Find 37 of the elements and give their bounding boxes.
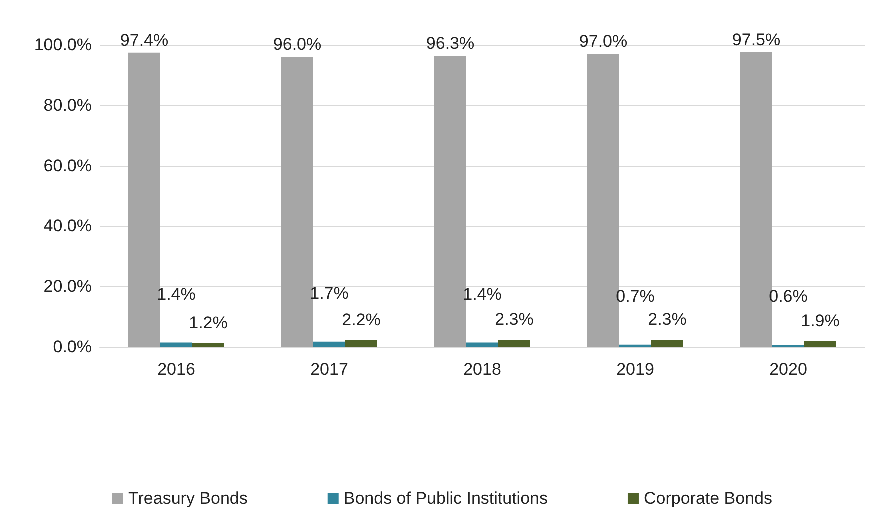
data-label: 1.7% (310, 284, 349, 303)
data-label: 2.2% (342, 310, 381, 330)
y-tick-label: 100.0% (34, 36, 92, 54)
bar (498, 340, 530, 347)
data-label: 96.0% (273, 35, 322, 54)
data-label: 1.4% (463, 284, 502, 304)
y-tick-label: 0.0% (53, 338, 92, 356)
bar (466, 342, 498, 347)
legend-label: Corporate Bonds (644, 489, 773, 508)
bar (160, 342, 192, 347)
x-tick-label: 2018 (464, 360, 502, 379)
x-tick-label: 2017 (310, 360, 348, 379)
bar (652, 340, 684, 347)
bar (346, 340, 378, 347)
y-tick-label: 80.0% (44, 96, 92, 115)
data-label: 96.3% (426, 34, 475, 54)
data-label: 1.4% (157, 284, 196, 304)
data-label: 2.3% (648, 310, 687, 330)
y-tick-label: 60.0% (44, 156, 92, 176)
legend-label: Bonds of Public Institutions (344, 489, 548, 508)
x-tick-label: 2019 (616, 360, 654, 379)
data-label: 97.5% (732, 30, 781, 50)
data-label: 97.0% (579, 32, 628, 52)
bar (192, 343, 224, 347)
data-label: 1.9% (801, 311, 840, 330)
legend-label: Treasury Bonds (128, 489, 248, 508)
bar (804, 341, 836, 347)
y-tick-label: 40.0% (44, 216, 92, 236)
data-label: 97.4% (120, 30, 169, 50)
data-label: 1.2% (189, 313, 228, 332)
data-label: 2.3% (495, 310, 534, 330)
data-label: 0.7% (616, 286, 655, 306)
x-tick-label: 2016 (158, 360, 196, 379)
y-tick-label: 20.0% (44, 277, 92, 296)
x-tick-label: 2020 (770, 360, 808, 379)
bar (314, 342, 346, 347)
data-label: 0.6% (769, 287, 808, 306)
